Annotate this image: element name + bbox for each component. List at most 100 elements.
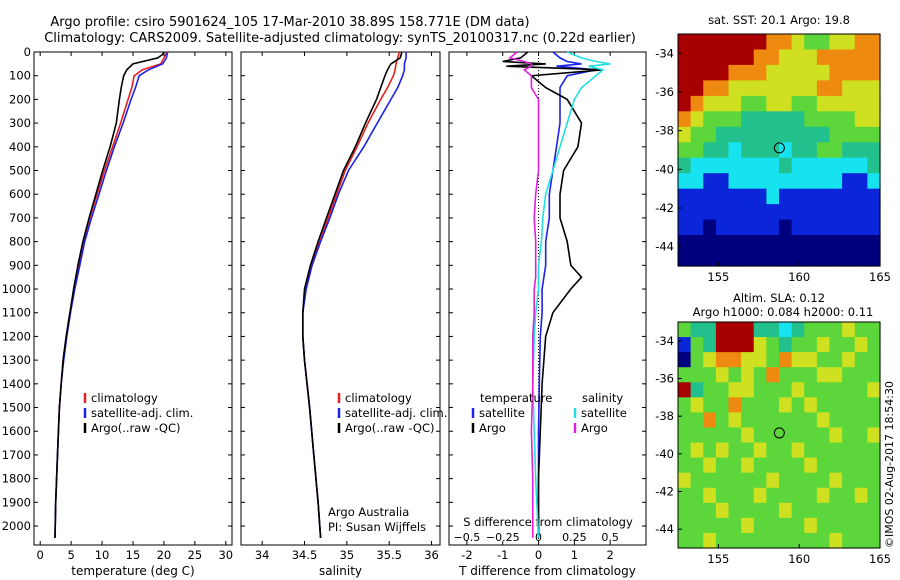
- map-cell: [690, 517, 704, 534]
- map-cell: [779, 367, 793, 383]
- map-x-tick-label: 160: [788, 552, 810, 566]
- map-cell: [690, 157, 704, 174]
- argo-location-marker: [773, 427, 785, 439]
- legend-label: satellite-adj. clim.: [91, 406, 193, 420]
- map-cell: [867, 532, 881, 549]
- map-cell: [741, 367, 755, 383]
- map-title: Altim. SLA: 0.12: [733, 291, 825, 305]
- map-cell: [842, 352, 856, 368]
- map-cell: [829, 352, 843, 368]
- legend-label: climatology: [345, 391, 412, 405]
- map-cell: [842, 188, 856, 205]
- map-cell: [678, 142, 692, 159]
- map-cell: [678, 367, 692, 383]
- map-cell: [703, 352, 717, 368]
- map-cell: [804, 80, 818, 97]
- map-cell: [816, 532, 831, 549]
- map-cell: [678, 111, 692, 128]
- map-cell: [791, 219, 805, 236]
- map-cell: [678, 204, 692, 221]
- map-cell: [829, 427, 843, 444]
- map-cell: [753, 412, 767, 429]
- x-axis-label: salinity: [319, 564, 362, 578]
- map-cell: [715, 517, 730, 534]
- map-cell: [804, 111, 818, 128]
- map-cell: [867, 367, 881, 383]
- map-cell: [816, 397, 831, 413]
- y-tick-label: 300: [9, 116, 31, 130]
- map-cell: [829, 397, 843, 413]
- map-cell: [766, 532, 780, 549]
- map-cell: [779, 442, 793, 459]
- map-cell: [829, 219, 843, 236]
- map-cell: [829, 204, 843, 221]
- map-cell: [867, 322, 881, 338]
- legend-title-temperature: temperature: [480, 391, 552, 405]
- map-cell: [779, 487, 793, 504]
- map-cell: [829, 157, 843, 174]
- map-cell: [741, 352, 755, 368]
- salinity-panel: 34 34.5 35 35.5 36 salinity climatologysatelli…: [240, 51, 447, 578]
- map-cell: [854, 111, 868, 128]
- map-cell: [753, 49, 767, 66]
- map-cell: [779, 457, 793, 474]
- map-cell: [690, 95, 704, 112]
- map-cell: [854, 352, 868, 368]
- map-cell: [703, 204, 717, 221]
- map-cell: [804, 427, 818, 444]
- map-cell: [791, 442, 805, 459]
- map-cell: [816, 412, 831, 429]
- map-cell: [741, 382, 755, 398]
- series-line-argo: [301, 51, 403, 538]
- timestamp-text: ©IMOS 02-Aug-2017 18:54:30: [883, 381, 896, 548]
- map-cell: [842, 502, 856, 519]
- map-cell: [829, 64, 843, 81]
- map-cell: [678, 235, 692, 252]
- map-cell: [867, 142, 881, 159]
- map-cell: [703, 472, 717, 489]
- map-cell: [804, 204, 818, 221]
- map-cell: [690, 80, 704, 97]
- map-cell: [703, 382, 717, 398]
- map-cell: [703, 457, 717, 474]
- y-tick-label: 100: [9, 69, 31, 83]
- map-cell: [854, 457, 868, 474]
- map-x-tick-label: 160: [788, 270, 810, 284]
- y-tick-label: 700: [9, 211, 31, 225]
- map-cell: [690, 532, 704, 549]
- map-cell: [728, 457, 742, 474]
- map-cell: [766, 397, 780, 413]
- map-cell: [690, 337, 704, 353]
- map-cell: [816, 188, 831, 205]
- map-cell: [779, 532, 793, 549]
- map-cell: [867, 412, 881, 429]
- y-tick-label: 1700: [2, 448, 31, 462]
- map-cell: [690, 126, 704, 143]
- x-tick-label: 1: [571, 548, 578, 562]
- map-cell: [741, 250, 755, 267]
- map-cell: [829, 382, 843, 398]
- map-cell: [678, 427, 692, 444]
- map-cell: [842, 322, 856, 338]
- map-cell: [829, 111, 843, 128]
- map-cell: [741, 397, 755, 413]
- map-cell: [842, 80, 856, 97]
- map-cell: [678, 352, 692, 368]
- x-tick-label: -1: [497, 548, 508, 562]
- map-cell: [715, 126, 730, 143]
- map-y-tick-label: -40: [655, 162, 674, 176]
- map-cell: [791, 142, 805, 159]
- map-cell: [728, 142, 742, 159]
- map-cell: [690, 188, 704, 205]
- map-cell: [690, 427, 704, 444]
- map-cell: [728, 322, 742, 338]
- map-cell: [728, 472, 742, 489]
- map-cell: [741, 219, 755, 236]
- y-tick-label: 1600: [2, 424, 31, 438]
- map-cell: [791, 502, 805, 519]
- series-line-argo: [54, 51, 165, 538]
- map-cell: [690, 34, 704, 51]
- y-tick-label: 600: [9, 187, 31, 201]
- map-cell: [678, 219, 692, 236]
- map-cell: [854, 487, 868, 504]
